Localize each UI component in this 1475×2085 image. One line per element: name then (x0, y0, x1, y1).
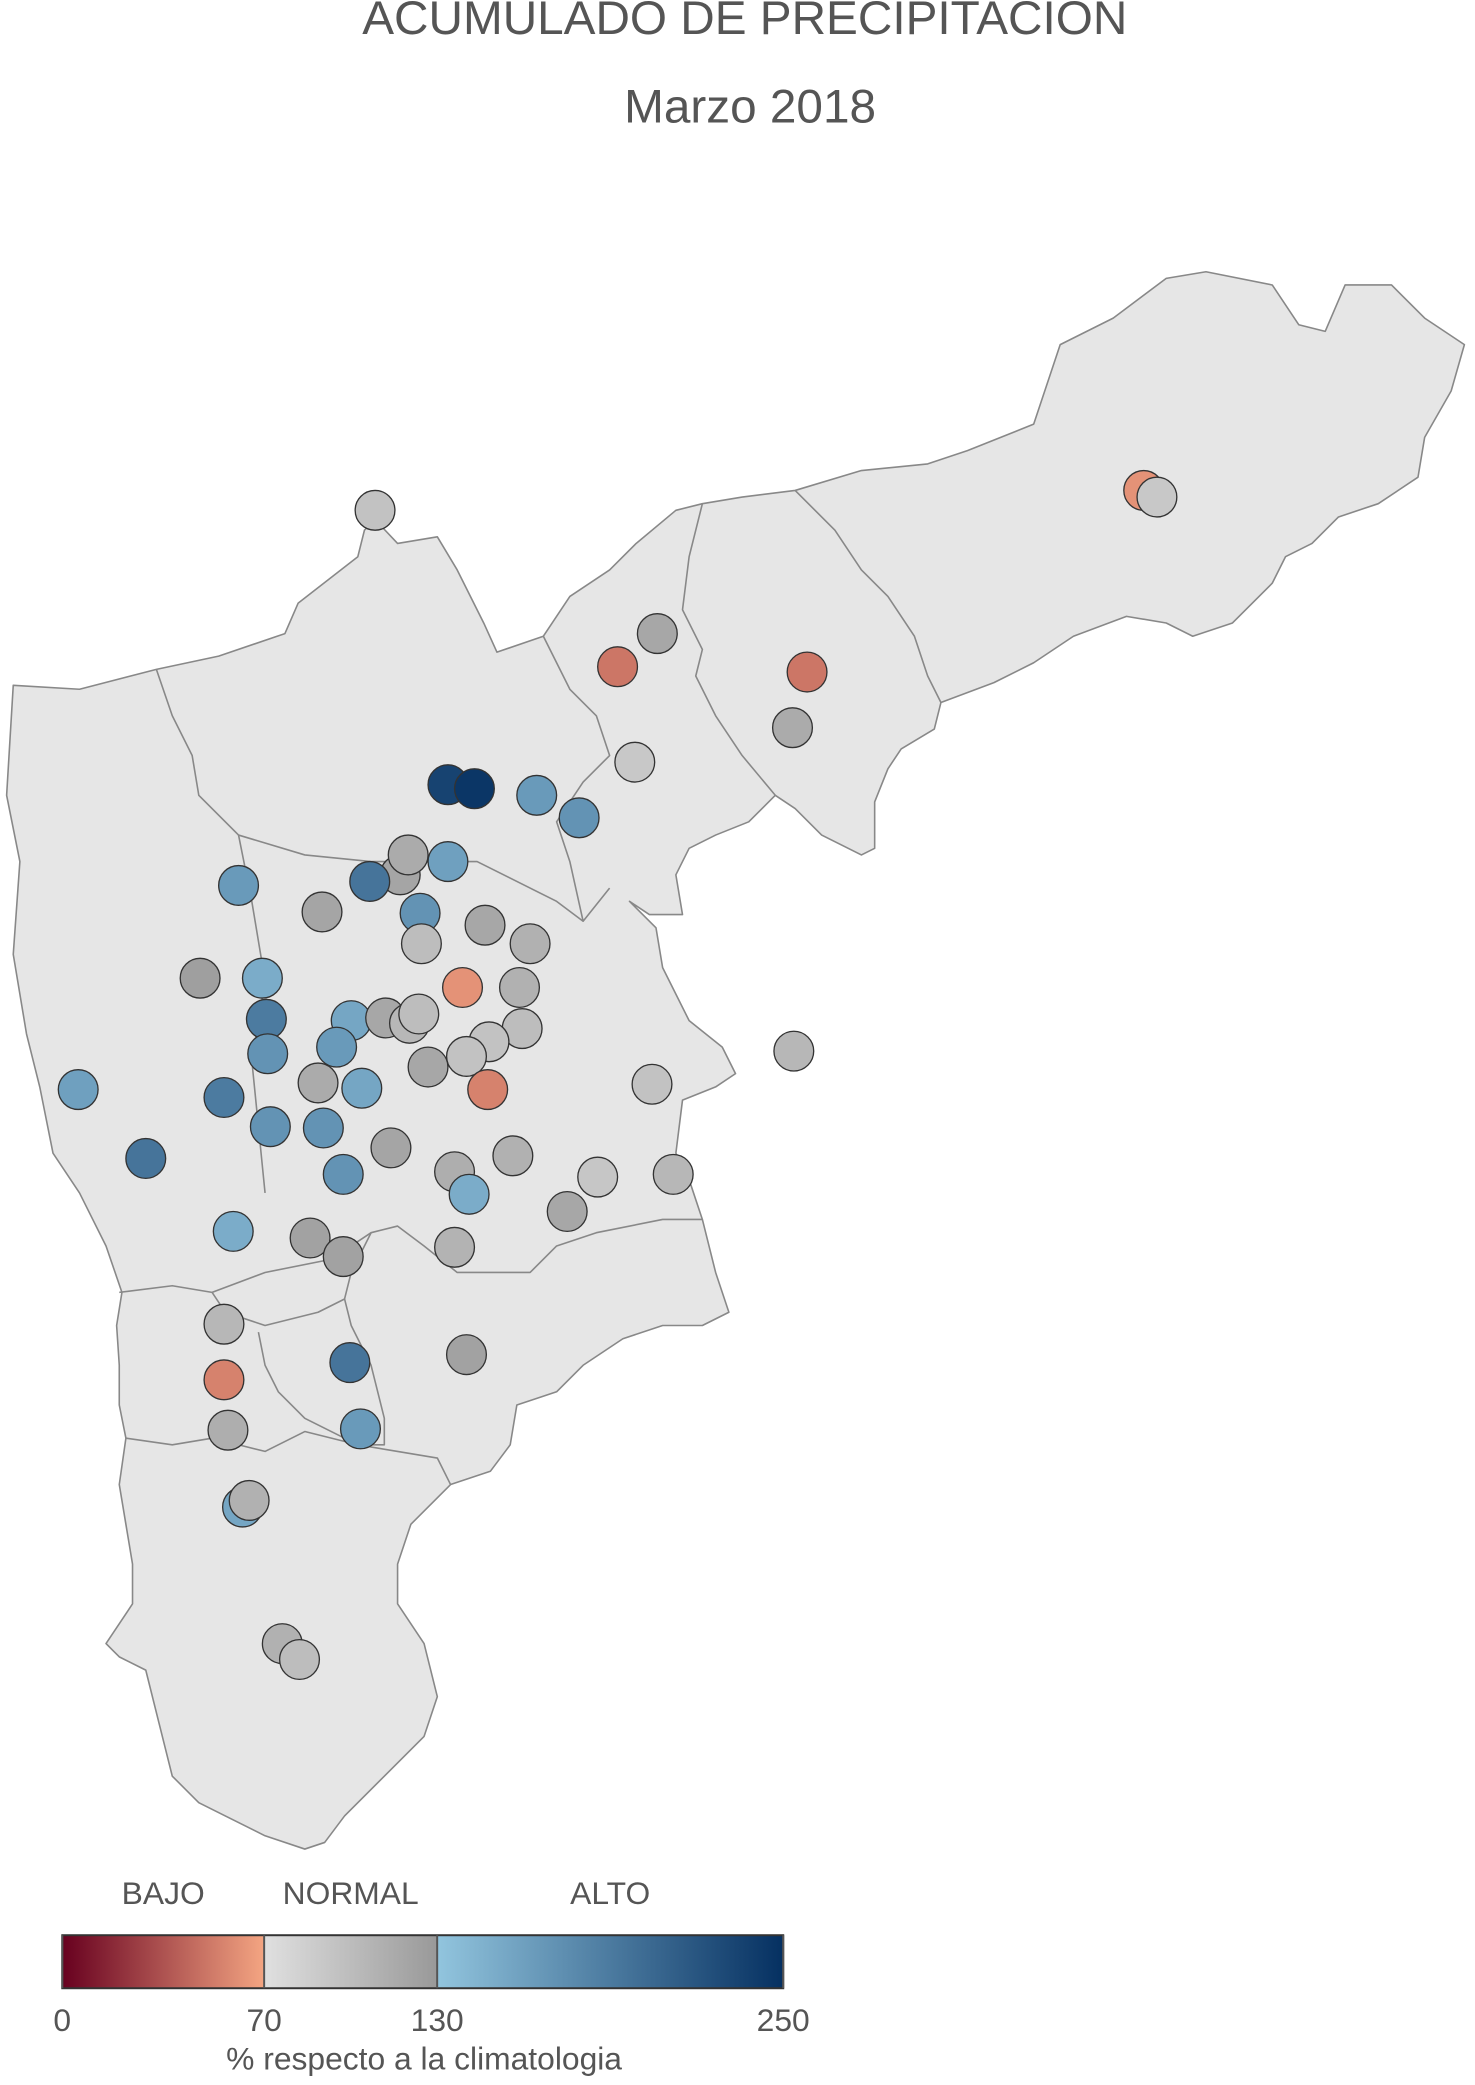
station-marker (652, 1153, 694, 1195)
border (125, 1430, 452, 1485)
station-marker (339, 1408, 382, 1450)
border (119, 1232, 372, 1327)
station-marker (57, 1069, 99, 1111)
station-marker (492, 1135, 534, 1177)
station-marker (445, 1334, 488, 1376)
colorbar-segment (264, 1935, 438, 1989)
station-marker (297, 1062, 339, 1104)
station-marker (558, 797, 600, 839)
colorbar-tick-label: 70 (246, 2002, 281, 2038)
station-marker (179, 957, 221, 999)
station-marker (354, 489, 396, 531)
border (681, 503, 776, 796)
station-marker (448, 1173, 490, 1215)
station-marker (773, 1030, 815, 1072)
station-marker (212, 1210, 254, 1252)
station-marker (203, 1359, 245, 1401)
border (542, 635, 611, 922)
station-marker (407, 1046, 449, 1088)
station-marker (387, 834, 429, 876)
colorbar-tick-label: 130 (411, 2002, 464, 2038)
station-marker (249, 1106, 291, 1148)
legend-class-label: BAJO (122, 1875, 205, 1911)
station-marker (247, 1033, 289, 1075)
station-marker (228, 1479, 270, 1522)
colorbar-segment (437, 1935, 784, 1989)
station-marker (218, 864, 260, 906)
station-marker (125, 1137, 167, 1180)
station-marker (1136, 476, 1178, 518)
station-marker (322, 1236, 364, 1278)
legend-class-label: ALTO (570, 1875, 650, 1911)
station-marker (207, 1409, 249, 1451)
station-marker (445, 1035, 488, 1077)
station-marker (203, 1076, 245, 1119)
map-subtitle: Marzo 2018 (624, 81, 876, 134)
legend-class-label: NORMAL (283, 1875, 419, 1911)
station-marker (427, 841, 469, 883)
station-marker (400, 923, 442, 965)
station-marker (289, 1217, 331, 1259)
station-marker (546, 1190, 588, 1233)
station-marker (464, 904, 506, 946)
stations (57, 469, 1178, 1681)
station-marker (434, 1226, 476, 1268)
colorbar-axis-label: % respecto a la climatologia (226, 2041, 622, 2077)
station-marker (597, 646, 639, 688)
station-marker (398, 993, 440, 1035)
colorbar-tick-label: 0 (53, 2002, 71, 2038)
station-marker (467, 1069, 509, 1111)
station-marker (302, 1107, 344, 1149)
station-marker (453, 768, 495, 810)
station-marker (301, 891, 343, 933)
station-marker (370, 1127, 412, 1169)
station-marker (577, 1156, 619, 1198)
station-marker (498, 966, 541, 1009)
station-marker (441, 966, 484, 1009)
region-map (5, 270, 1466, 1850)
station-marker (241, 957, 283, 999)
station-marker (245, 998, 287, 1040)
station-marker (322, 1153, 364, 1195)
station-marker (516, 774, 558, 816)
map-title: ACUMULADO DE PRECIPITACION (362, 0, 1127, 45)
colorbar-legend: BAJO NORMAL ALTO 0 70 130 250 (53, 1875, 809, 2038)
station-marker (614, 741, 656, 783)
station-marker (786, 651, 828, 693)
station-marker (329, 1342, 371, 1384)
station-marker (203, 1303, 245, 1345)
station-marker (278, 1638, 321, 1681)
station-marker (341, 1067, 383, 1109)
region-outline (5, 270, 1466, 1850)
border (794, 489, 942, 703)
station-marker (631, 1063, 673, 1105)
station-marker (316, 1026, 358, 1068)
station-marker (636, 613, 678, 655)
station-marker (349, 860, 391, 902)
station-marker (771, 707, 814, 749)
station-marker (509, 923, 551, 965)
colorbar-tick-label: 250 (757, 2002, 810, 2038)
colorbar-segment (62, 1935, 265, 1989)
